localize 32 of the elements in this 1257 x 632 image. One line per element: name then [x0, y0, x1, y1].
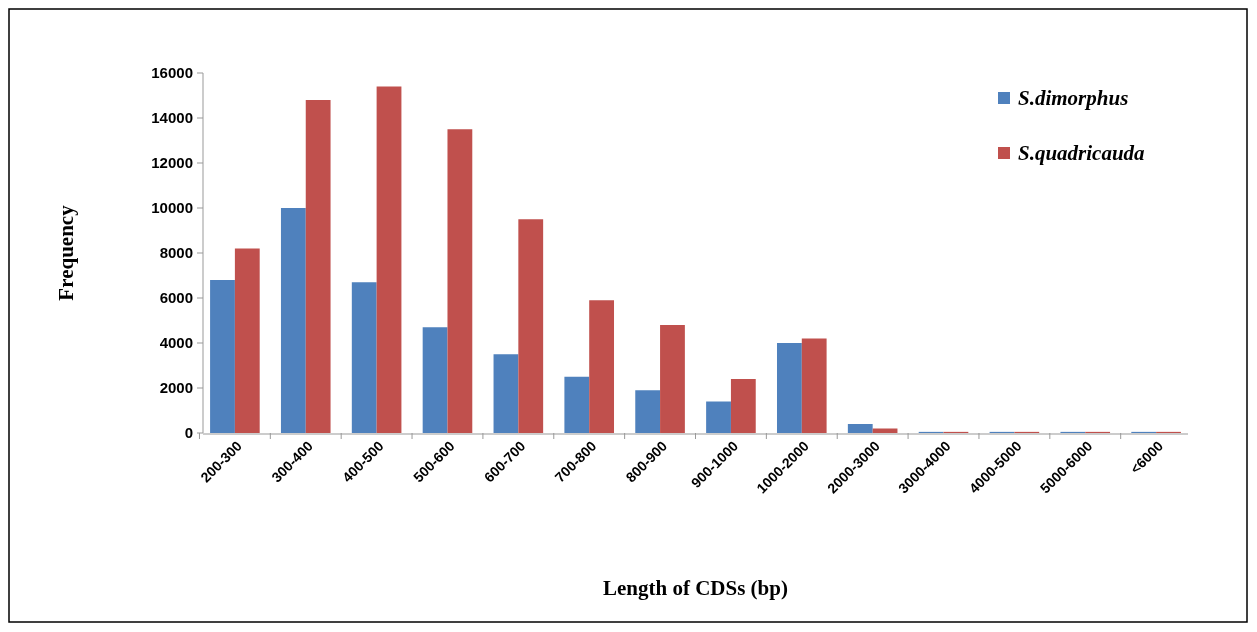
y-tick-label: 2000 [159, 379, 193, 397]
bar [518, 219, 544, 433]
bar [351, 282, 377, 433]
bar [730, 379, 756, 433]
bar [234, 248, 260, 433]
y-tick-label: 14000 [151, 109, 193, 127]
bar [847, 424, 873, 433]
bar [447, 129, 473, 433]
y-tick-label: 10000 [151, 199, 193, 217]
bar [210, 280, 235, 433]
legend-label: S.quadricauda [1018, 141, 1145, 166]
bar [801, 338, 827, 433]
bar [280, 208, 306, 433]
y-tick-label: 12000 [151, 154, 193, 172]
legend-label: S.dimorphus [1018, 86, 1129, 111]
bar [706, 401, 731, 433]
bar [493, 354, 519, 433]
bar [564, 376, 590, 433]
y-tick-label: 8000 [159, 244, 193, 262]
y-tick-label: 6000 [159, 289, 193, 307]
bar [422, 327, 448, 433]
bar [376, 86, 402, 433]
bar [635, 390, 661, 433]
bar [305, 100, 331, 433]
bar [660, 325, 685, 433]
bar [589, 300, 615, 433]
x-axis-title: Length of CDSs (bp) [603, 576, 788, 600]
y-tick-label: 4000 [159, 334, 193, 352]
bar [776, 343, 802, 433]
y-tick-label: 0 [184, 424, 193, 442]
y-tick-label: 16000 [151, 64, 193, 82]
y-axis-title: Frequency [54, 204, 78, 301]
